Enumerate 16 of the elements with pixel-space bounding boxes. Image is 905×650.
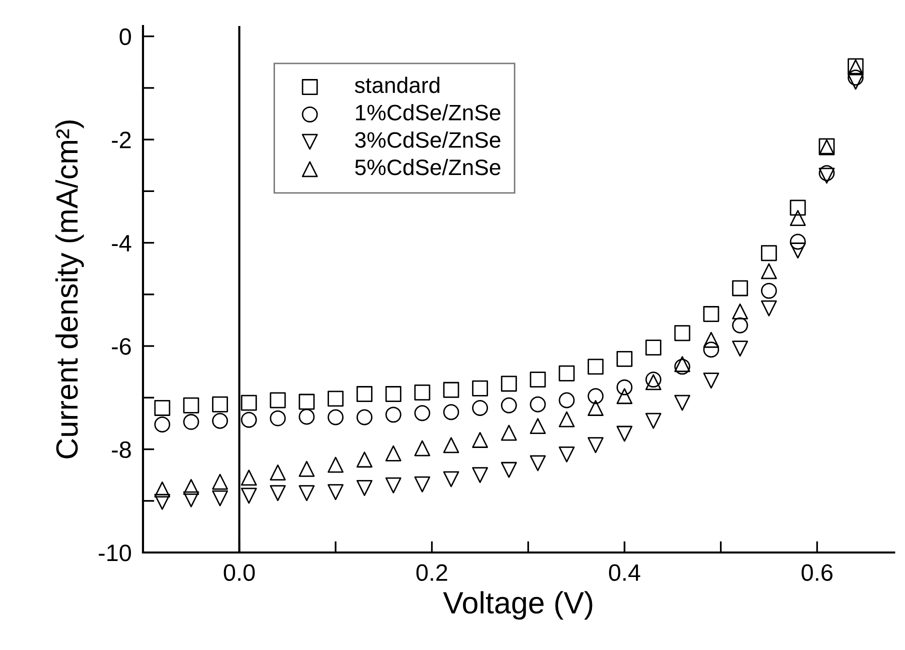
y-tick-label: -2 <box>112 132 131 148</box>
x-tick-label: 0.2 <box>416 564 448 581</box>
x-tick-label: 0.4 <box>609 564 640 581</box>
legend-label: 5%CdSe/ZnSe <box>355 158 500 176</box>
y-tick-label: -4 <box>112 235 132 252</box>
y-tick-label: -6 <box>112 338 131 355</box>
y-tick-label: 0 <box>120 28 131 46</box>
legend-label: standard <box>354 76 440 94</box>
x-axis-title: Voltage (V) <box>443 591 592 620</box>
legend-label: 1%CdSe/ZnSe <box>356 104 500 120</box>
legend-label: 3%CdSe/ZnSe <box>355 132 500 148</box>
y-tick-label: -10 <box>98 544 131 562</box>
x-tick-label: 0.6 <box>802 564 832 581</box>
y-axis-title: Current density (mA/cm²) <box>55 120 84 458</box>
x-tick-label: 0.0 <box>224 564 255 581</box>
y-tick-label: -8 <box>112 441 131 458</box>
